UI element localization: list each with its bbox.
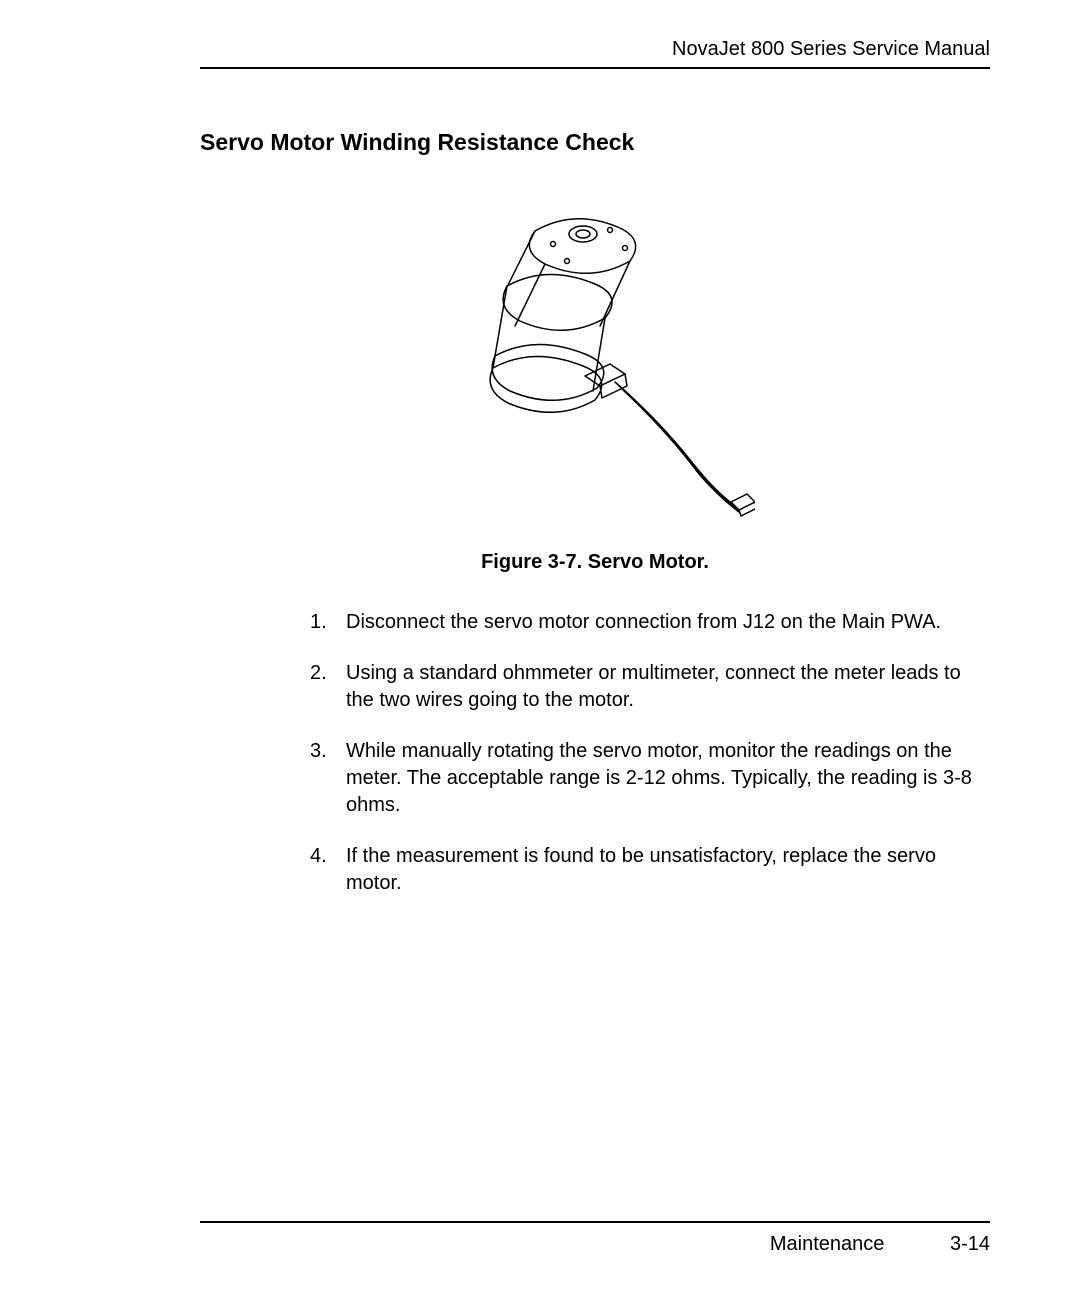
- step-item: If the measurement is found to be unsati…: [310, 843, 990, 897]
- section-title: Servo Motor Winding Resistance Check: [200, 129, 990, 156]
- header-bar: NovaJet 800 Series Service Manual: [200, 38, 990, 69]
- footer-section-label: Maintenance: [770, 1233, 885, 1255]
- footer-bar: Maintenance 3-14: [200, 1221, 990, 1256]
- servo-motor-figure: [435, 186, 755, 526]
- step-item: Using a standard ohmmeter or multimeter,…: [310, 660, 990, 714]
- footer-page-number: 3-14: [950, 1233, 990, 1256]
- figure-caption: Figure 3-7. Servo Motor.: [200, 551, 990, 574]
- step-item: Disconnect the servo motor connection fr…: [310, 609, 990, 636]
- procedure-steps: Disconnect the servo motor connection fr…: [200, 609, 990, 897]
- step-item: While manually rotating the servo motor,…: [310, 738, 990, 819]
- figure-wrap: [200, 186, 990, 526]
- page: NovaJet 800 Series Service Manual Servo …: [0, 0, 1080, 1296]
- manual-title: NovaJet 800 Series Service Manual: [672, 38, 990, 60]
